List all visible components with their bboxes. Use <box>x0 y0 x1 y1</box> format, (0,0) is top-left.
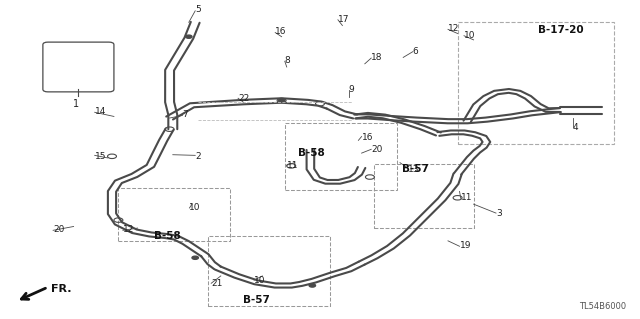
Text: B-17-20: B-17-20 <box>538 25 583 35</box>
Text: 17: 17 <box>338 15 349 24</box>
Text: 1: 1 <box>72 99 79 109</box>
Text: 5: 5 <box>195 5 201 14</box>
Text: 18: 18 <box>371 53 383 62</box>
Text: 7: 7 <box>182 110 188 119</box>
Circle shape <box>278 99 285 102</box>
Bar <box>208 236 330 306</box>
Text: 11: 11 <box>461 193 472 202</box>
Text: 10: 10 <box>464 31 476 40</box>
Text: 16: 16 <box>362 133 373 142</box>
Text: 10: 10 <box>254 276 266 285</box>
Text: B-58: B-58 <box>298 148 324 158</box>
Text: 2: 2 <box>195 152 201 161</box>
Bar <box>118 188 230 241</box>
Text: FR.: FR. <box>51 284 72 294</box>
Text: 3: 3 <box>496 209 502 218</box>
Text: TL54B6000: TL54B6000 <box>579 302 626 311</box>
Text: 20: 20 <box>53 225 65 234</box>
Text: 16: 16 <box>275 27 287 36</box>
Text: 15: 15 <box>95 152 106 161</box>
Text: 21: 21 <box>211 279 223 288</box>
Text: 19: 19 <box>460 241 471 250</box>
Text: 11: 11 <box>287 161 298 170</box>
Text: 8: 8 <box>285 56 291 65</box>
Bar <box>285 123 397 190</box>
Text: B-57: B-57 <box>243 295 270 305</box>
Text: 9: 9 <box>349 85 355 94</box>
Text: B-57: B-57 <box>402 164 429 174</box>
Text: 13: 13 <box>408 165 420 174</box>
Text: 12: 12 <box>123 225 134 234</box>
Bar <box>458 22 614 144</box>
Text: B-58: B-58 <box>154 231 180 241</box>
Text: 14: 14 <box>95 107 106 116</box>
Text: 22: 22 <box>238 94 250 103</box>
Circle shape <box>192 256 198 259</box>
Text: 6: 6 <box>413 47 419 56</box>
Text: 10: 10 <box>189 203 201 212</box>
Text: 4: 4 <box>573 123 579 132</box>
Circle shape <box>309 284 316 287</box>
Text: 20: 20 <box>371 145 383 154</box>
Text: 12: 12 <box>448 24 460 33</box>
Circle shape <box>186 35 192 38</box>
Bar <box>374 164 474 228</box>
